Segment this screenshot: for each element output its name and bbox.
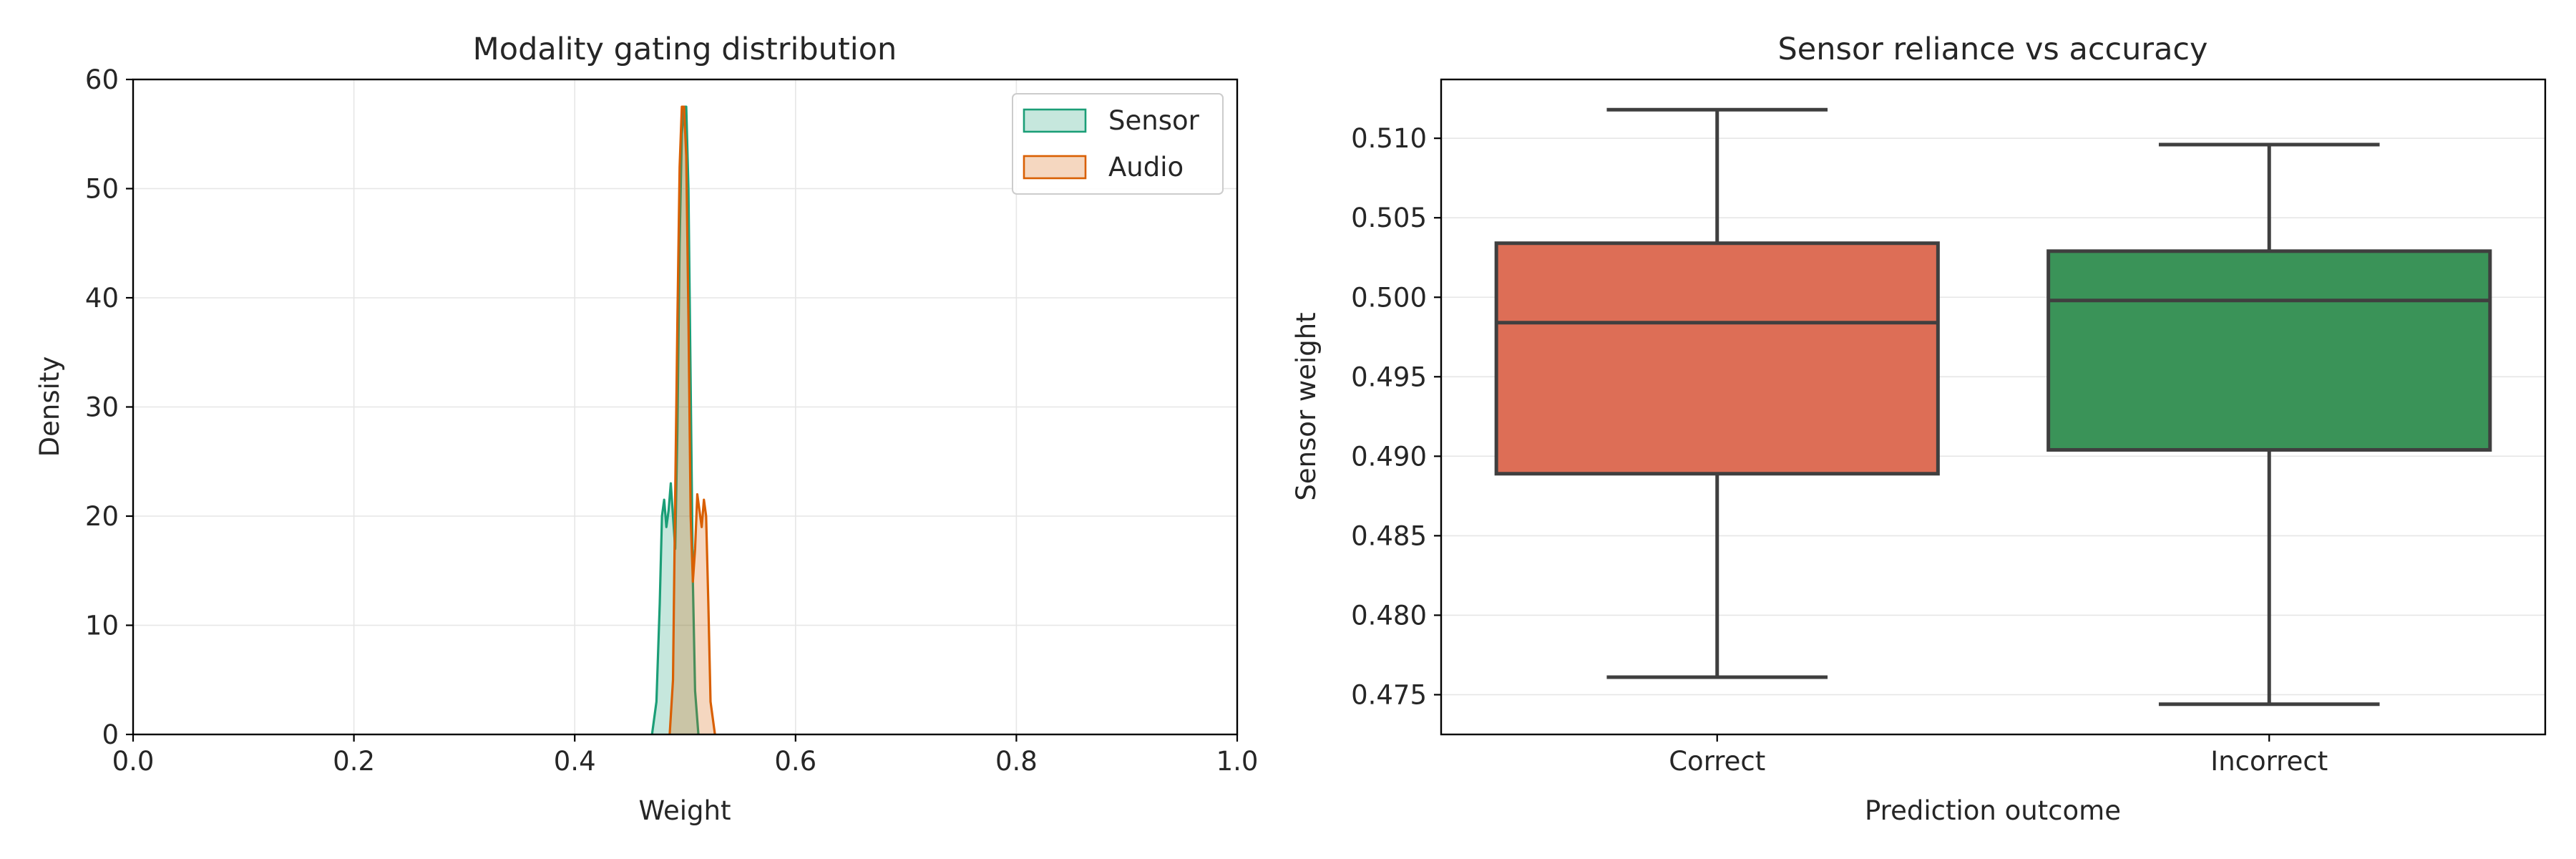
boxplot-panel: Correct Incorrect 0.4750.4800.4850.4900.4… <box>1291 31 2547 826</box>
legend-swatch-sensor <box>1023 108 1087 133</box>
boxplot-chart-title: Sensor reliance vs accuracy <box>1777 31 2207 67</box>
density-area-audio <box>669 107 716 734</box>
y-tick-label: 0.510 <box>1351 123 1427 154</box>
x-tick-label: 0.8 <box>995 746 1038 777</box>
density-series <box>650 105 716 735</box>
x-tick-label: Incorrect <box>2210 746 2328 777</box>
density-x-ticks: 0.0 0.2 0.4 0.6 0.8 1.0 <box>112 734 1259 777</box>
legend-swatch-audio <box>1023 155 1087 180</box>
x-tick-label: Correct <box>1669 746 1765 777</box>
y-tick-label: 40 <box>85 283 119 314</box>
boxplot-boxes <box>1494 107 2492 707</box>
boxplot-y-axis-label: Sensor weight <box>1291 312 1322 500</box>
legend-label-sensor: Sensor <box>1108 105 1200 136</box>
box-correct <box>1494 241 1940 476</box>
x-tick-label: 0.4 <box>554 746 596 777</box>
y-tick-label: 50 <box>85 174 119 205</box>
y-tick-label: 30 <box>85 392 119 423</box>
y-tick-label: 10 <box>85 611 119 641</box>
density-panel: 0.0 0.2 0.4 0.6 0.8 1.0 0 10 20 30 40 50 60 Modalit… <box>34 31 1258 826</box>
boxplot-axes-frame <box>1440 78 2547 736</box>
y-tick-label: 0.505 <box>1351 203 1427 233</box>
y-tick-label: 60 <box>85 64 119 95</box>
x-tick-label: 1.0 <box>1216 746 1259 777</box>
y-tick-label: 0.475 <box>1351 679 1427 710</box>
density-x-axis-label: Weight <box>639 795 731 826</box>
density-y-ticks: 0 10 20 30 40 50 60 <box>85 64 133 750</box>
legend-label-audio: Audio <box>1108 152 1184 183</box>
y-tick-label: 0.495 <box>1351 361 1427 392</box>
boxplot-y-ticks: 0.475 0.480 0.485 0.490 0.495 0.500 0.505 0.510 <box>1351 123 1441 710</box>
legend-box <box>1012 93 1224 195</box>
y-tick-label: 0.480 <box>1351 600 1427 631</box>
x-tick-label: 0.2 <box>333 746 375 777</box>
density-y-axis-label: Density <box>34 356 65 457</box>
x-tick-label: 0.0 <box>112 746 155 777</box>
y-tick-label: 0.485 <box>1351 520 1427 551</box>
boxplot-x-axis-label: Prediction outcome <box>1865 795 2121 826</box>
y-tick-label: 20 <box>85 501 119 532</box>
boxplot-x-ticks: Correct Incorrect <box>1669 734 2328 777</box>
density-legend: Sensor Audio <box>1012 93 1224 195</box>
y-tick-label: 0 <box>102 719 119 750</box>
y-tick-label: 0.490 <box>1351 441 1427 472</box>
y-tick-label: 0.500 <box>1351 282 1427 313</box>
x-tick-label: 0.6 <box>774 746 816 777</box>
density-chart-title: Modality gating distribution <box>473 31 897 67</box>
box-incorrect <box>2046 249 2492 452</box>
density-line-audio <box>668 105 716 735</box>
